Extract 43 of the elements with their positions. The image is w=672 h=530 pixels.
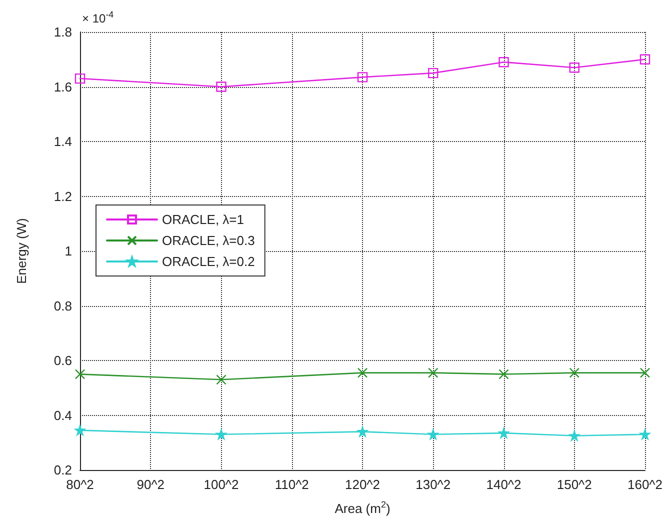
point: [357, 426, 368, 437]
point: [74, 369, 86, 380]
legend-label: ORACLE, λ=0.3: [162, 233, 255, 248]
point: [428, 429, 438, 440]
x-tick-label: 80^2: [66, 477, 94, 492]
point: [216, 429, 226, 440]
y-tick-label: 1: [64, 244, 72, 258]
point: [216, 82, 226, 92]
point: [216, 374, 226, 385]
y-axis-title: Energy (W): [14, 218, 29, 284]
x-tick-label: 160^2: [627, 477, 663, 492]
x-tick-label: 100^2: [204, 477, 239, 492]
y-tick-label: 1.2: [54, 188, 72, 204]
y-tick-label: 1.6: [54, 79, 72, 94]
y-tick-label: 1.4: [54, 134, 72, 149]
x-tick-label: 130^2: [416, 477, 451, 492]
point: [569, 368, 580, 378]
x-tick-label: 120^2: [344, 477, 380, 492]
point: [498, 57, 509, 68]
point: [428, 368, 438, 378]
y-tick-label: 0.8: [54, 298, 72, 314]
legend-label: ORACLE, λ=0.2: [162, 254, 255, 269]
point: [569, 430, 580, 441]
point: [498, 428, 509, 438]
point: [428, 68, 438, 78]
y-tick-label: 0.2: [54, 462, 72, 478]
legend-label: ORACLE, λ=1: [162, 212, 244, 227]
point: [640, 54, 650, 64]
point: [74, 425, 86, 436]
point: [357, 72, 368, 82]
point: [640, 429, 650, 440]
x-tick-label: 150^2: [556, 477, 592, 492]
point: [357, 368, 368, 378]
y-tick-label: 0.4: [54, 408, 72, 423]
x-tick-label: 140^2: [486, 477, 522, 492]
y-tick-label: 1.8: [54, 24, 72, 40]
x-tick-label: 110^2: [274, 477, 309, 492]
x-tick-label: 90^2: [136, 477, 165, 492]
point: [640, 368, 650, 378]
y-tick-label: 0.6: [54, 353, 72, 368]
point: [498, 369, 509, 380]
point: [74, 73, 86, 84]
point: [569, 62, 580, 73]
